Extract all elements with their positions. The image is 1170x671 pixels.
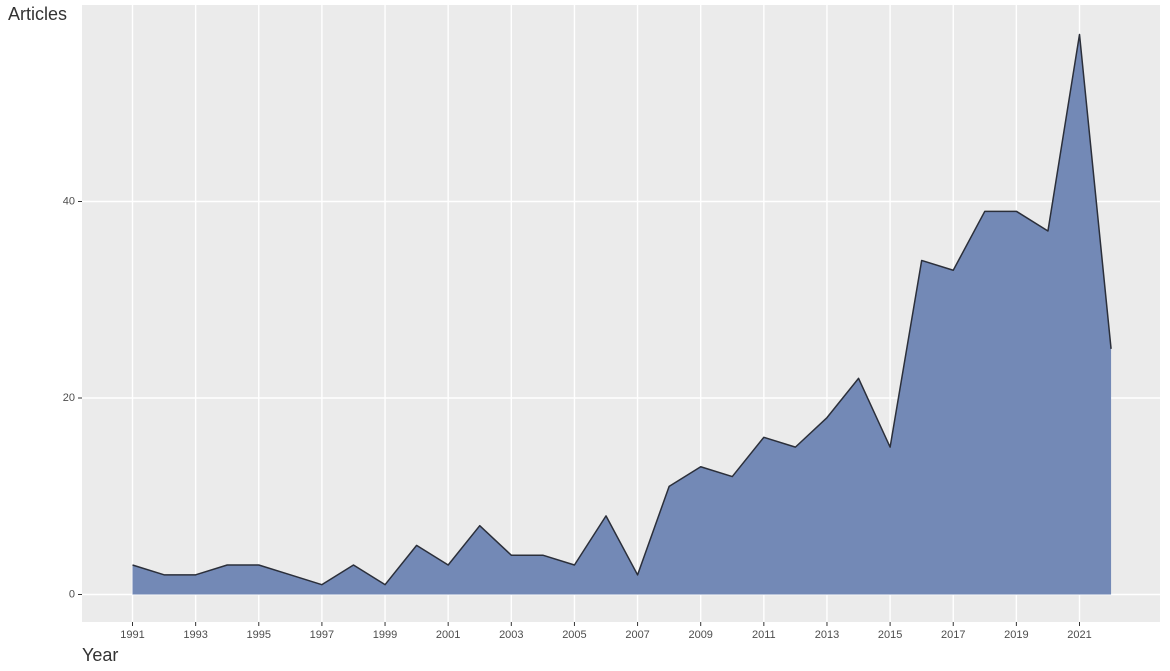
- x-tick-label: 2005: [562, 629, 586, 641]
- x-tick-label: 2001: [436, 629, 460, 641]
- area-outline: [132, 33, 1112, 586]
- y-tick-label: 20: [63, 392, 75, 404]
- area: [132, 34, 1112, 595]
- x-tick-label: 1991: [120, 629, 144, 641]
- x-tick-label: 2021: [1067, 629, 1091, 641]
- x-tick-label: 2015: [878, 629, 902, 641]
- x-tick-label: 2011: [752, 629, 776, 641]
- x-tick-label: 2013: [815, 629, 839, 641]
- y-tick-label: 40: [63, 195, 75, 207]
- x-tick-label: 2017: [941, 629, 965, 641]
- x-tick-label: 2007: [625, 629, 649, 641]
- y-tick-label: 0: [69, 588, 75, 600]
- x-axis-title: Year: [82, 645, 118, 665]
- x-tick-label: 2019: [1004, 629, 1028, 641]
- x-tick-label: 1999: [373, 629, 397, 641]
- x-tick-label: 2009: [688, 629, 712, 641]
- x-tick-label: 1995: [247, 629, 271, 641]
- x-tick-label: 2003: [499, 629, 523, 641]
- x-tick-label: 1997: [310, 629, 334, 641]
- y-axis-title: Articles: [8, 4, 67, 24]
- x-tick-label: 1993: [183, 629, 207, 641]
